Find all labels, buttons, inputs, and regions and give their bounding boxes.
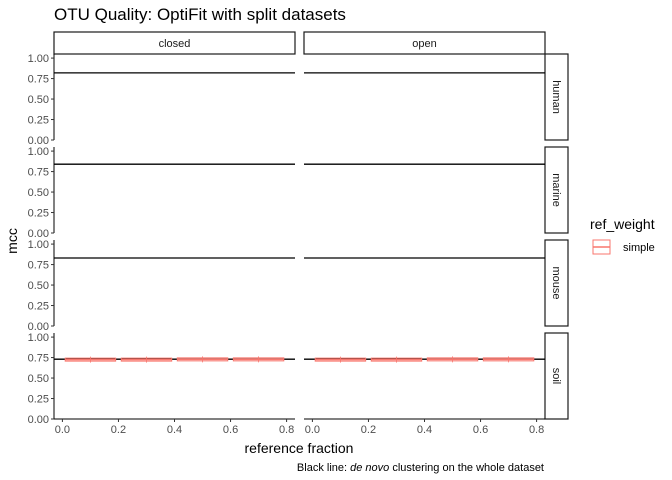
strip-label-open: open — [412, 38, 436, 50]
y-tick-label-soil: 1.00 — [28, 332, 49, 344]
strip-human — [544, 53, 569, 141]
x-tick-label-closed: 0.4 — [167, 424, 182, 436]
x-axis-title: reference fraction — [245, 440, 354, 456]
strip-label-human: human — [550, 80, 562, 114]
y-tick-label-soil: 0.00 — [28, 414, 49, 426]
y-tick-label-human: 0.25 — [28, 115, 49, 127]
x-tick-label-closed: 0.6 — [223, 424, 238, 436]
y-tick-label-marine: 0.50 — [28, 187, 49, 199]
y-tick-label-human: 0.50 — [28, 94, 49, 106]
y-tick-label-soil: 0.25 — [28, 394, 49, 406]
x-tick-label-open: 0.8 — [529, 424, 544, 436]
y-tick-label-mouse: 1.00 — [28, 239, 49, 251]
y-tick-label-soil: 0.75 — [28, 353, 49, 365]
facet-grid: closed open human marine mouse soil 0.00 0.25 0.… — [28, 31, 569, 436]
caption: Black line: de novo clustering on the wh… — [297, 462, 544, 474]
y-tick-label-marine: 0.75 — [28, 167, 49, 179]
x-tick-label-closed: 0.2 — [111, 424, 126, 436]
strip-soil — [544, 332, 569, 420]
x-tick-label-open: 0.6 — [473, 424, 488, 436]
y-tick-label-human: 0.00 — [28, 135, 49, 147]
y-tick-label-soil: 0.50 — [28, 373, 49, 385]
strip-closed — [53, 31, 296, 55]
caption-prefix: Black line: — [297, 462, 350, 474]
strip-label-closed: closed — [159, 38, 191, 50]
y-tick-label-marine: 0.00 — [28, 228, 49, 240]
y-tick-label-marine: 1.00 — [28, 146, 49, 158]
y-tick-label-mouse: 0.75 — [28, 260, 49, 272]
caption-suffix: clustering on the whole dataset — [389, 462, 544, 474]
legend-key-simple — [592, 239, 611, 255]
legend: ref_weight simple — [590, 216, 655, 255]
strip-label-marine: marine — [550, 173, 562, 207]
strip-marine — [544, 146, 569, 234]
strip-label-soil: soil — [550, 368, 562, 385]
x-tick-label-closed: 0.8 — [279, 424, 294, 436]
chart-title: OTU Quality: OptiFit with split datasets — [54, 5, 346, 24]
strip-mouse — [544, 239, 569, 327]
y-tick-label-marine: 0.25 — [28, 208, 49, 220]
x-tick-label-open: 0.4 — [417, 424, 432, 436]
strip-label-mouse: mouse — [550, 266, 562, 299]
y-tick-label-human: 0.75 — [28, 74, 49, 86]
legend-label-simple: simple — [623, 242, 655, 254]
y-axis-title: mcc — [4, 228, 20, 254]
x-tick-label-closed: 0.0 — [55, 424, 70, 436]
y-tick-label-mouse: 0.50 — [28, 280, 49, 292]
y-tick-label-mouse: 0.00 — [28, 321, 49, 333]
y-tick-label-human: 1.00 — [28, 53, 49, 65]
y-tick-label-mouse: 0.25 — [28, 301, 49, 313]
strip-open — [303, 31, 546, 55]
legend-title: ref_weight — [590, 216, 655, 232]
x-tick-label-open: 0.0 — [305, 424, 320, 436]
caption-italic: de novo — [350, 462, 389, 474]
x-tick-label-open: 0.2 — [361, 424, 376, 436]
